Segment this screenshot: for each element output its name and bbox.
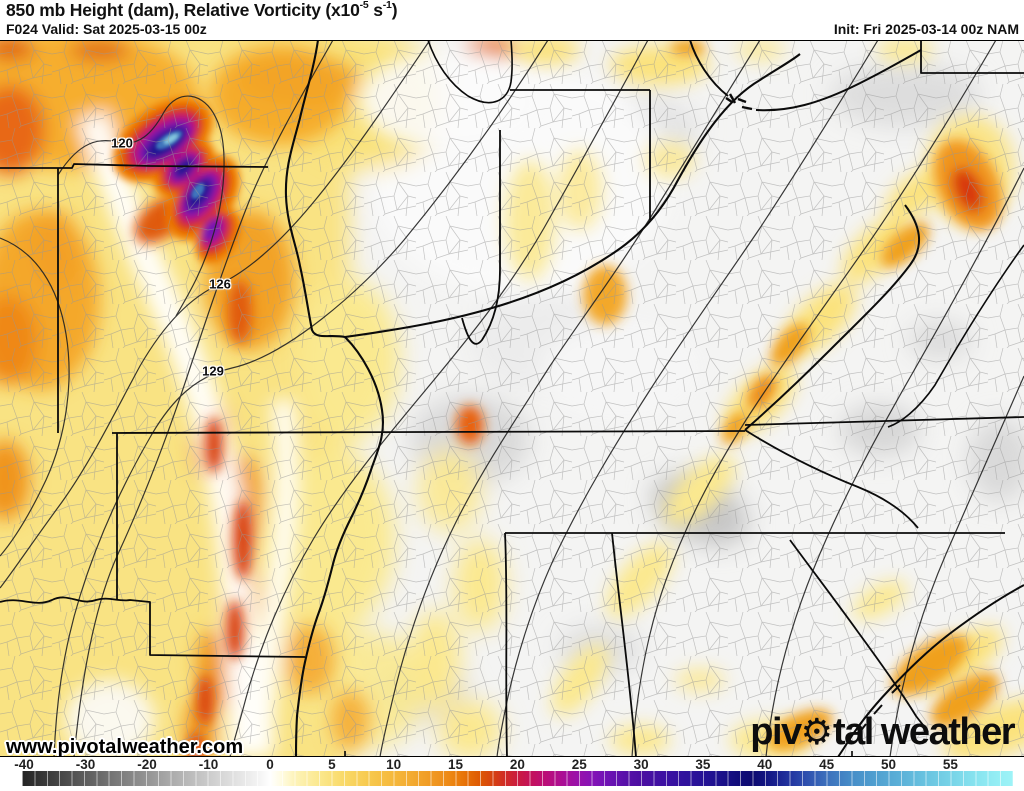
colorbar: -40 -30 -20 -10 0 5 10 15 20 25 30 35 40 45 50 55 [0, 757, 1024, 791]
colorbar-tick-35: 35 [695, 757, 711, 772]
contour-label-129: 129 [202, 363, 224, 379]
colorbar-tick--30: -30 [75, 757, 96, 772]
colorbar-tick-0: 0 [266, 757, 274, 772]
header-bar: 850 mb Height (dam), Relative Vorticity … [0, 0, 1024, 40]
page-title: 850 mb Height (dam), Relative Vorticity … [6, 0, 398, 20]
contour-label-126: 126 [209, 276, 231, 292]
colorbar-tick--40: -40 [14, 757, 34, 772]
pivotal-weather-logo: piv⚙tal weather [750, 711, 1016, 754]
colorbar-tick-25: 25 [571, 757, 587, 772]
colorbar-tick-40: 40 [757, 757, 773, 772]
colorbar-tick-20: 20 [509, 757, 525, 772]
gear-icon: ⚙ [800, 711, 834, 753]
valid-time-label: F024 Valid: Sat 2025-03-15 00z [6, 21, 207, 37]
colorbar-tick-5: 5 [328, 757, 336, 772]
vorticity-map-graphic [0, 40, 1024, 757]
height-contours [0, 40, 1024, 757]
contour-label-120: 120 [111, 135, 133, 151]
map-frame-bottom [0, 756, 1024, 757]
weather-map: 120 126 129 [0, 40, 1024, 757]
colorbar-tick--20: -20 [137, 757, 157, 772]
logo-word1-pre: piv [750, 711, 802, 753]
logo-word1-post: tal [833, 711, 874, 753]
county-lines-texture [0, 40, 1024, 757]
map-frame-top [0, 40, 1024, 41]
colorbar-gradient-bar [22, 771, 1013, 786]
colorbar-tick-15: 15 [448, 757, 464, 772]
colorbar-tick-10: 10 [386, 757, 402, 772]
colorbar-tick--10: -10 [198, 757, 219, 772]
colorbar-tick-55: 55 [942, 757, 958, 772]
colorbar-tick-50: 50 [880, 757, 897, 772]
colorbar-tick-30: 30 [633, 757, 649, 772]
state-borders [0, 40, 1024, 757]
watermark-text: www.pivotalweather.com [6, 736, 244, 758]
colorbar-tick-45: 45 [819, 757, 835, 772]
init-time-label: Init: Fri 2025-03-14 00z NAM [833, 21, 1019, 37]
logo-word2: weather [880, 711, 1016, 753]
